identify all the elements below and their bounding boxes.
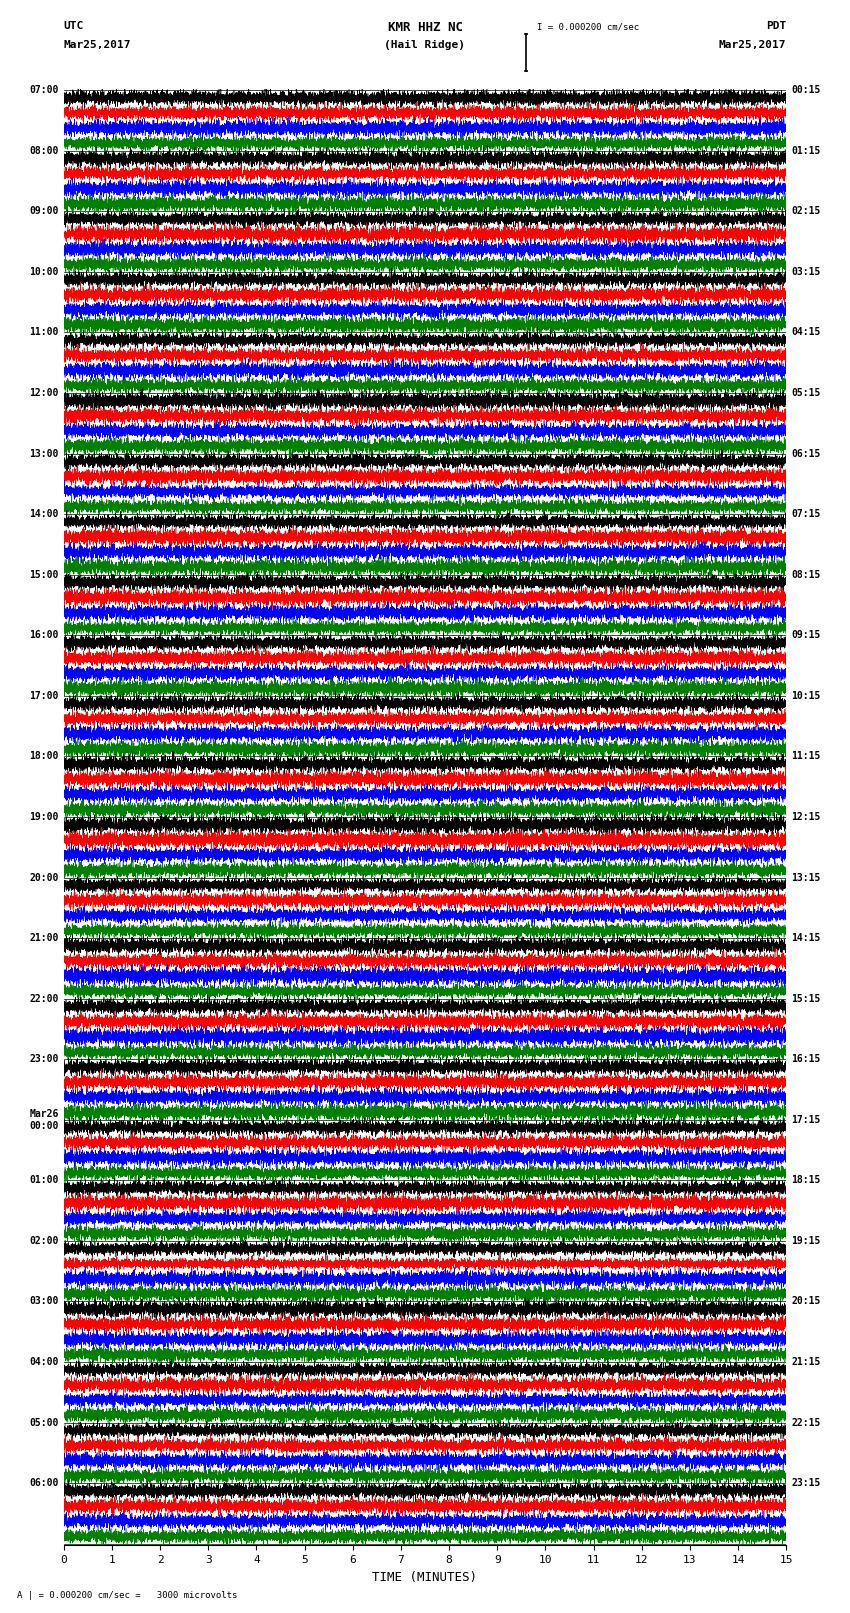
Text: 15:15: 15:15 [791, 994, 821, 1003]
Text: 19:00: 19:00 [29, 811, 59, 823]
Text: 18:00: 18:00 [29, 752, 59, 761]
Text: 11:00: 11:00 [29, 327, 59, 337]
Text: 01:00: 01:00 [29, 1176, 59, 1186]
Text: 00:15: 00:15 [791, 85, 821, 95]
Text: Mar26
00:00: Mar26 00:00 [29, 1110, 59, 1131]
Text: 13:15: 13:15 [791, 873, 821, 882]
Text: 04:00: 04:00 [29, 1357, 59, 1368]
Text: 14:00: 14:00 [29, 510, 59, 519]
Text: 03:15: 03:15 [791, 266, 821, 277]
Text: 21:00: 21:00 [29, 932, 59, 944]
Text: A | = 0.000200 cm/sec =   3000 microvolts: A | = 0.000200 cm/sec = 3000 microvolts [17, 1590, 237, 1600]
Text: KMR HHZ NC: KMR HHZ NC [388, 21, 462, 34]
Text: 22:15: 22:15 [791, 1418, 821, 1428]
Text: (Hail Ridge): (Hail Ridge) [384, 40, 466, 50]
Text: 20:15: 20:15 [791, 1297, 821, 1307]
Text: 07:00: 07:00 [29, 85, 59, 95]
Text: 23:00: 23:00 [29, 1055, 59, 1065]
Text: 17:15: 17:15 [791, 1115, 821, 1124]
Text: 18:15: 18:15 [791, 1176, 821, 1186]
Text: Mar25,2017: Mar25,2017 [719, 40, 786, 50]
Text: 10:00: 10:00 [29, 266, 59, 277]
Text: 15:00: 15:00 [29, 569, 59, 579]
Text: I = 0.000200 cm/sec: I = 0.000200 cm/sec [537, 23, 639, 32]
Text: 02:00: 02:00 [29, 1236, 59, 1245]
Text: 16:00: 16:00 [29, 631, 59, 640]
Text: 09:00: 09:00 [29, 206, 59, 216]
Text: 13:00: 13:00 [29, 448, 59, 458]
X-axis label: TIME (MINUTES): TIME (MINUTES) [372, 1571, 478, 1584]
Text: 05:00: 05:00 [29, 1418, 59, 1428]
Text: 12:00: 12:00 [29, 389, 59, 398]
Text: PDT: PDT [766, 21, 786, 31]
Text: 21:15: 21:15 [791, 1357, 821, 1368]
Text: 09:15: 09:15 [791, 631, 821, 640]
Text: 03:00: 03:00 [29, 1297, 59, 1307]
Text: 11:15: 11:15 [791, 752, 821, 761]
Text: 16:15: 16:15 [791, 1055, 821, 1065]
Text: 14:15: 14:15 [791, 932, 821, 944]
Text: 02:15: 02:15 [791, 206, 821, 216]
Text: UTC: UTC [64, 21, 84, 31]
Text: 12:15: 12:15 [791, 811, 821, 823]
Text: 04:15: 04:15 [791, 327, 821, 337]
Text: 22:00: 22:00 [29, 994, 59, 1003]
Text: 20:00: 20:00 [29, 873, 59, 882]
Text: 23:15: 23:15 [791, 1478, 821, 1489]
Text: 06:15: 06:15 [791, 448, 821, 458]
Text: 19:15: 19:15 [791, 1236, 821, 1245]
Text: 10:15: 10:15 [791, 690, 821, 702]
Text: 01:15: 01:15 [791, 145, 821, 156]
Text: 06:00: 06:00 [29, 1478, 59, 1489]
Text: 17:00: 17:00 [29, 690, 59, 702]
Text: 08:15: 08:15 [791, 569, 821, 579]
Text: 05:15: 05:15 [791, 389, 821, 398]
Text: 07:15: 07:15 [791, 510, 821, 519]
Text: 08:00: 08:00 [29, 145, 59, 156]
Text: Mar25,2017: Mar25,2017 [64, 40, 131, 50]
